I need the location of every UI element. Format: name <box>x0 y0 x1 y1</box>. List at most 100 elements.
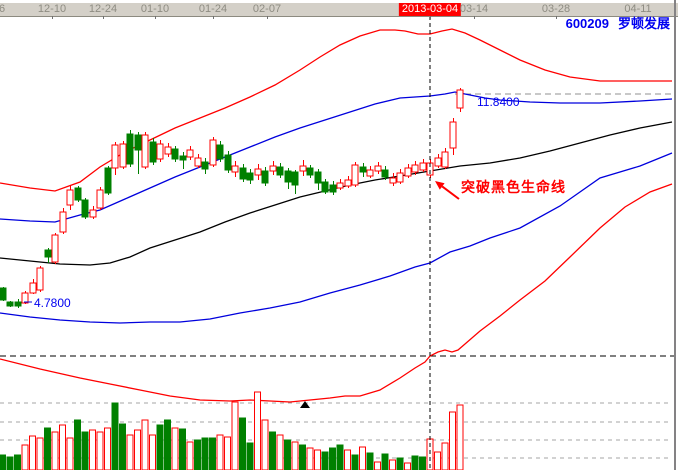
axis-tick <box>430 16 431 19</box>
markers <box>24 301 310 408</box>
candle <box>374 165 382 172</box>
volume-bar <box>374 461 381 470</box>
candle <box>456 89 464 109</box>
gridlines <box>0 93 678 459</box>
volume-bar <box>314 449 321 470</box>
volume-bar <box>0 454 6 470</box>
candle <box>0 287 7 301</box>
candle <box>104 167 112 194</box>
candle <box>66 189 74 206</box>
volume-bar <box>261 419 269 470</box>
stock-name: 罗顿发展 <box>617 16 670 31</box>
date-label[interactable]: 01-10 <box>140 3 170 15</box>
volume-bar <box>216 434 224 470</box>
candle <box>366 169 374 177</box>
candle <box>299 165 307 172</box>
candle <box>359 166 367 173</box>
axis-tick <box>213 16 214 19</box>
volume-bar <box>389 459 396 470</box>
axis-tick <box>556 16 557 19</box>
date-label[interactable]: 12-24 <box>88 3 118 15</box>
volume-bar <box>134 429 141 470</box>
volume-bar <box>381 453 389 470</box>
annotation-arrow <box>435 181 460 200</box>
volume-bar <box>89 429 96 470</box>
volume-bar <box>246 442 254 470</box>
candle <box>29 282 37 294</box>
candle <box>164 146 172 155</box>
candle <box>209 139 217 166</box>
axis-tick <box>267 16 268 19</box>
selected-date-label[interactable]: 2013-03-04 <box>398 3 462 16</box>
volume-bar <box>239 417 246 470</box>
volume-bar <box>419 456 426 470</box>
volume-bar <box>306 447 314 470</box>
candle <box>381 169 389 178</box>
volume-bar <box>36 437 44 470</box>
candle <box>239 167 247 180</box>
volume-bar <box>404 462 411 470</box>
candlesticks <box>0 87 464 308</box>
volume-bar <box>209 437 216 470</box>
candle <box>261 170 269 184</box>
axis-tick <box>638 16 639 19</box>
volume-bar <box>359 446 366 470</box>
candle <box>179 155 187 161</box>
volume-bar <box>149 434 156 470</box>
date-label[interactable]: 6 <box>0 3 6 15</box>
candle <box>141 134 149 168</box>
axis-tick <box>155 16 156 19</box>
candle <box>74 187 82 201</box>
volume-bar <box>164 419 171 470</box>
volume-bar <box>29 435 36 470</box>
stock-code: 600209 <box>565 16 609 31</box>
volume-bars <box>0 391 464 470</box>
volume-bar <box>434 451 441 470</box>
window-right-border <box>674 0 676 470</box>
candle <box>134 134 142 151</box>
red-lower-line <box>0 183 673 403</box>
candle <box>351 164 359 186</box>
candle <box>329 184 337 193</box>
candle <box>276 166 284 176</box>
volume-bar <box>441 442 449 470</box>
candle <box>21 292 29 304</box>
candle <box>426 162 434 176</box>
date-label[interactable]: 03-28 <box>541 3 571 15</box>
volume-bar <box>186 441 194 470</box>
volume-bar <box>141 419 149 470</box>
volume-bar <box>51 431 59 470</box>
candle <box>404 167 412 177</box>
candle <box>111 144 119 169</box>
red-upper-line <box>0 28 672 192</box>
candle <box>149 141 157 163</box>
candle <box>59 211 67 233</box>
triangle-up-icon <box>300 401 310 408</box>
volume-bar <box>224 436 231 470</box>
volume-bar <box>6 456 14 470</box>
date-label[interactable]: 02-07 <box>252 3 282 15</box>
volume-bar <box>74 419 81 470</box>
volume-bar <box>329 447 336 470</box>
candle <box>126 133 134 165</box>
candle <box>291 171 299 186</box>
date-label[interactable]: 01-24 <box>198 3 228 15</box>
date-label[interactable]: 04-11 <box>624 3 652 15</box>
volume-bar <box>44 427 51 470</box>
volume-bar <box>351 454 359 470</box>
volume-bar <box>321 451 329 470</box>
candle <box>51 234 59 263</box>
candle <box>216 144 224 160</box>
volume-bar <box>96 431 104 470</box>
candle <box>89 209 97 218</box>
date-label[interactable]: 12-10 <box>37 3 67 15</box>
price-callout-low: 4.7800 <box>34 296 71 310</box>
candle <box>419 162 427 171</box>
date-label[interactable]: 03-14 <box>459 3 489 15</box>
candle <box>201 161 209 170</box>
candle <box>194 157 202 167</box>
volume-bar <box>336 444 344 470</box>
volume-bar <box>344 449 351 470</box>
arrow-up-left-icon <box>435 181 445 190</box>
